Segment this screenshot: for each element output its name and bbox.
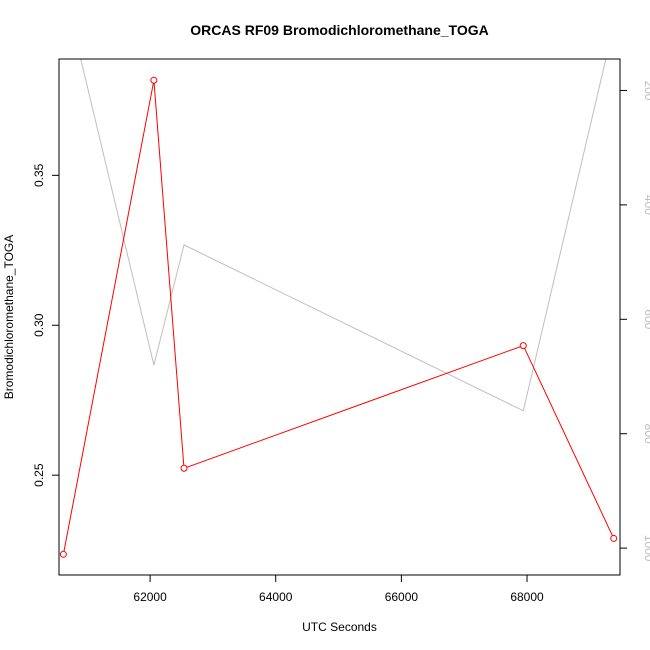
x-tick-label: 64000 xyxy=(259,590,293,604)
data-point xyxy=(59,550,67,558)
right-y-tick-label: 400 xyxy=(642,195,650,215)
y-tick-label: 0.35 xyxy=(32,163,46,187)
series-line xyxy=(62,80,615,555)
y-axis: 0.25 0.30 0.35 xyxy=(32,163,60,487)
x-tick-label: 66000 xyxy=(385,590,419,604)
x-tick-label: 68000 xyxy=(510,590,544,604)
data-point xyxy=(180,464,188,472)
left-axis-series xyxy=(59,76,618,558)
data-point xyxy=(610,534,618,542)
data-point xyxy=(519,342,527,350)
data-point xyxy=(150,76,158,84)
right-axis-series-line xyxy=(80,59,607,412)
x-axis: 62000 64000 66000 68000 xyxy=(133,574,544,604)
y-axis-label: Bromodichloromethane_TOGA xyxy=(2,235,16,400)
right-y-tick-label: 600 xyxy=(642,309,650,329)
right-y-tick-label: 200 xyxy=(642,80,650,100)
y-tick-label: 0.25 xyxy=(32,463,46,487)
right-y-tick-label: 1000 xyxy=(642,535,650,562)
y-tick-label: 0.30 xyxy=(32,313,46,337)
x-tick-label: 62000 xyxy=(133,590,167,604)
right-y-tick-label: 800 xyxy=(642,424,650,444)
right-axis-series xyxy=(80,59,607,412)
chart-title: ORCAS RF09 Bromodichloromethane_TOGA xyxy=(190,22,488,38)
right-y-axis: 200 400 600 800 1000 xyxy=(619,80,650,562)
x-axis-label: UTC Seconds xyxy=(302,620,377,634)
